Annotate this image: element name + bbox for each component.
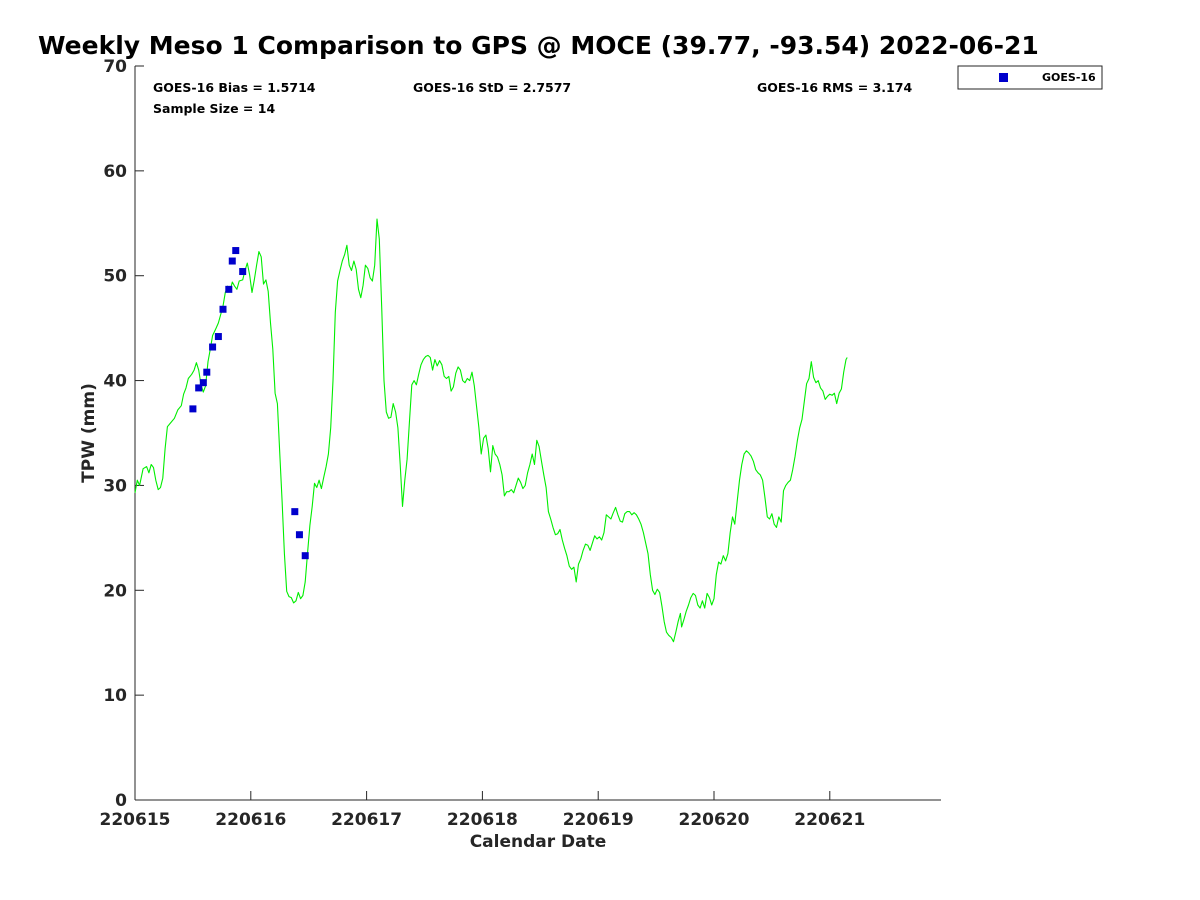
- x-axis-label: Calendar Date: [470, 832, 607, 852]
- y-tick-label: 60: [103, 162, 127, 182]
- legend-label-goes16: GOES-16: [1042, 71, 1096, 84]
- goes16-point: [239, 268, 247, 276]
- plot-area: [134, 66, 941, 801]
- goes16-point: [189, 405, 197, 413]
- x-tick-label: 220621: [794, 810, 865, 830]
- y-tick-label: 40: [103, 372, 127, 392]
- goes16-point: [232, 247, 240, 255]
- legend-box: [957, 65, 1103, 90]
- y-tick-label: 20: [103, 581, 127, 601]
- y-tick-label: 0: [115, 791, 127, 811]
- x-tick-label: 220618: [447, 810, 518, 830]
- y-tick-label: 50: [103, 267, 127, 287]
- goes16-point: [214, 333, 222, 341]
- y-tick-label: 30: [103, 476, 127, 496]
- goes16-point: [291, 508, 299, 516]
- y-tick-label: 70: [103, 57, 127, 77]
- goes16-point: [301, 552, 309, 560]
- y-tick-label: 10: [103, 686, 127, 706]
- goes16-point: [195, 384, 203, 392]
- y-axis-label: TPW (mm): [79, 383, 99, 483]
- goes16-point: [219, 305, 227, 313]
- goes-series: [189, 247, 309, 560]
- goes16-point: [199, 379, 207, 387]
- gps-line: [134, 218, 848, 643]
- goes16-point: [228, 257, 236, 265]
- rms-stat: GOES-16 RMS = 3.174: [757, 80, 912, 95]
- chart-title: Weekly Meso 1 Comparison to GPS @ MOCE (…: [38, 31, 1039, 60]
- goes16-point: [295, 531, 303, 539]
- bias-stat: GOES-16 Bias = 1.5714: [153, 80, 316, 95]
- y-ticks: 0 10 20 30 40 50 60 70: [103, 57, 144, 811]
- x-tick-label: 220616: [215, 810, 286, 830]
- x-tick-label: 220619: [563, 810, 634, 830]
- goes16-point: [203, 368, 211, 376]
- goes16-point: [209, 343, 217, 351]
- legend: GOES-16: [957, 65, 1103, 90]
- x-tick-label: 220615: [100, 810, 171, 830]
- gps-series: [134, 218, 848, 643]
- x-ticks: 220615 220616 220617 220618 220619 220620 2206…: [100, 791, 865, 830]
- legend-marker-goes16: [999, 73, 1008, 82]
- goes16-point: [225, 285, 233, 293]
- std-stat: GOES-16 StD = 2.7577: [413, 80, 571, 95]
- x-tick-label: 220617: [331, 810, 402, 830]
- x-tick-label: 220620: [679, 810, 750, 830]
- sample-size-stat: Sample Size = 14: [153, 101, 275, 116]
